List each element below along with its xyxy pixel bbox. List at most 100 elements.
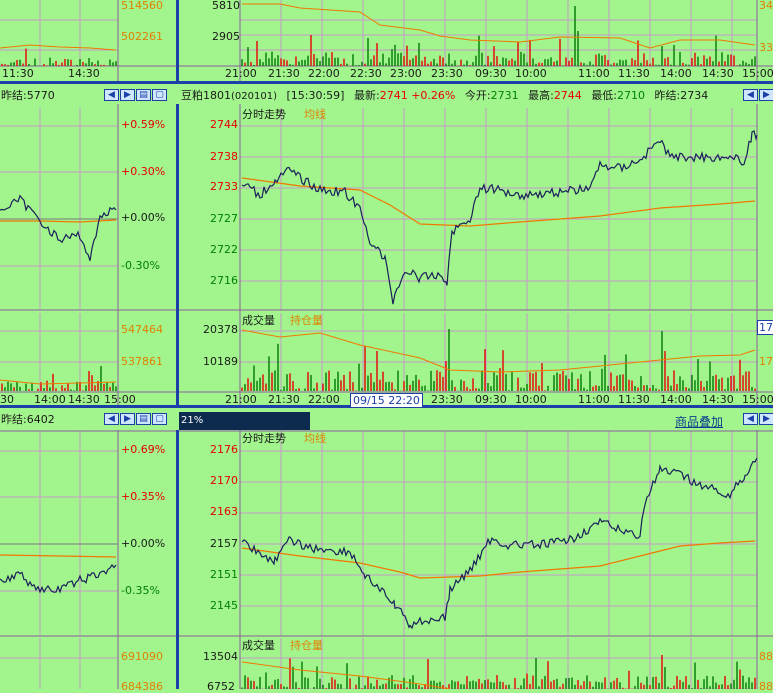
bl-avg-line: [0, 554, 117, 558]
mid-left-time-tick-0: 30: [0, 393, 14, 406]
bot-right-vol-label: 88: [759, 650, 773, 663]
bot-pct-tick-1: +0.35%: [121, 490, 166, 503]
mid-time-tick-2: 22:00: [308, 393, 340, 406]
low-value: 2710: [617, 89, 646, 102]
contract-code: (020101): [231, 91, 277, 102]
mid-time-tick-3: 23:30: [431, 393, 463, 406]
bot-price-tick-5: 2145: [210, 599, 238, 612]
bot-avg-line: [241, 540, 756, 579]
mid-right-vol-label: 17: [757, 320, 773, 335]
mid-avg-line: [241, 177, 756, 227]
bot-price-tick-0: 2176: [210, 443, 238, 456]
prev-settle-label: 昨结:: [654, 89, 681, 102]
bot-legend-trend: 分时走势: [242, 432, 286, 445]
mid-time-tick-5: 10:00: [515, 393, 547, 406]
mid-right-vol-label-2: 17: [759, 355, 773, 368]
top-time-tick-3: 22:30: [350, 67, 382, 80]
top-left-time-1: 11:30: [2, 67, 34, 80]
top-right-axis-2: 33: [759, 41, 773, 54]
top-time-tick-8: 11:00: [578, 67, 610, 80]
panel-icon[interactable]: ▤: [136, 413, 151, 425]
bot-left-toolbar: ◀ ▶ ▤ ▢: [104, 413, 167, 425]
mid-left-time-tick-1: 14:00: [34, 393, 66, 406]
left-arrow-icon[interactable]: ◀: [104, 413, 119, 425]
left-arrow-icon[interactable]: ◀: [104, 89, 119, 101]
bot-price-tick-1: 2170: [210, 474, 238, 487]
mid-legend-avg: 均线: [304, 108, 326, 121]
mid-price-tick-1: 2738: [210, 150, 238, 163]
mid-time-tick-8: 14:00: [660, 393, 692, 406]
top-right-axis: 34: [759, 0, 773, 12]
time-tooltip: 09/15 22:20: [350, 393, 423, 408]
mid-left-vol-low: 537861: [121, 355, 163, 368]
bot-vol-tick-high: 13504: [203, 650, 238, 663]
mid-pct-tick-2: +0.00%: [121, 211, 166, 224]
left-arrow-icon[interactable]: ◀: [743, 89, 758, 101]
right-arrow-icon[interactable]: ▶: [120, 413, 135, 425]
mid-pct-tick-1: +0.30%: [121, 165, 166, 178]
open-label: 今开:: [464, 89, 491, 102]
mid-left-vol-high: 547464: [121, 323, 163, 336]
right-arrow-icon[interactable]: ▶: [759, 89, 773, 101]
high-value: 2744: [553, 89, 582, 102]
top-main-vol-high: 5810: [212, 0, 240, 12]
right-arrow-icon[interactable]: ▶: [759, 413, 773, 425]
bot-main-toolbar: ◀ ▶: [743, 413, 773, 425]
bot-vol-legend: 成交量: [242, 639, 275, 652]
window-icon[interactable]: ▢: [152, 413, 167, 425]
bot-price-line: [241, 457, 758, 630]
window-icon[interactable]: ▢: [152, 89, 167, 101]
left-arrow-icon[interactable]: ◀: [743, 413, 758, 425]
tl-oi-line: [0, 44, 117, 51]
mid-time-tick-0: 21:00: [225, 393, 257, 406]
mid-header-band: [0, 84, 773, 104]
mid-price-line: [241, 130, 758, 305]
mid-time-tick-1: 21:30: [268, 393, 300, 406]
mid-time-tick-7: 11:30: [618, 393, 650, 406]
mid-time-tick-10: 15:00: [742, 393, 773, 406]
mid-left-toolbar: ◀ ▶ ▤ ▢: [104, 89, 167, 101]
bot-oi-line: [241, 661, 451, 689]
top-time-tick-6: 09:30: [475, 67, 507, 80]
ml-avg-line: [0, 219, 117, 223]
mid-price-tick-4: 2722: [210, 243, 238, 256]
top-left-time-2: 14:30: [68, 67, 100, 80]
row-divider-1: [0, 81, 773, 84]
mid-pct-tick-3: -0.30%: [121, 259, 160, 272]
top-time-tick-1: 21:30: [268, 67, 300, 80]
top-time-tick-9: 11:30: [618, 67, 650, 80]
mid-vol-tick-mid: 10189: [203, 355, 238, 368]
panel-icon[interactable]: ▤: [136, 89, 151, 101]
mid-vol-legend: 成交量: [242, 314, 275, 327]
right-arrow-icon[interactable]: ▶: [120, 89, 135, 101]
top-time-tick-2: 22:00: [308, 67, 340, 80]
top-time-tick-10: 14:00: [660, 67, 692, 80]
latest-change-pct: +0.26%: [411, 89, 456, 102]
mid-main-header: 豆粕1801(020101) [15:30:59] 最新:2741 +0.26%…: [181, 89, 708, 104]
top-left-axis-high: 514560: [121, 0, 163, 12]
bot-price-tick-3: 2157: [210, 537, 238, 550]
quote-time: [15:30:59]: [286, 89, 345, 102]
bot-right-vol-label-2: 88: [759, 680, 773, 693]
bot-left-prev-settle: 昨结:6402: [1, 413, 55, 426]
top-time-tick-11: 14:30: [702, 67, 734, 80]
mid-price-tick-5: 2716: [210, 274, 238, 287]
mid-legend-trend: 分时走势: [242, 108, 286, 121]
low-label: 最低:: [591, 89, 618, 102]
latest-label: 最新:: [353, 89, 380, 102]
mid-time-tick-6: 11:00: [578, 393, 610, 406]
bot-pct-tick-2: +0.00%: [121, 537, 166, 550]
mid-left-time-tick-3: 15:00: [104, 393, 136, 406]
contract-name: 豆粕1801: [181, 89, 231, 102]
top-time-tick-12: 15:00: [742, 67, 773, 80]
top-time-tick-7: 10:00: [515, 67, 547, 80]
bot-oi-legend: 持仓量: [290, 639, 323, 652]
commodity-overlay-link[interactable]: 商品叠加: [675, 415, 724, 429]
mid-price-tick-2: 2733: [210, 180, 238, 193]
prev-settle-value: 2734: [680, 89, 709, 102]
mid-time-tick-4: 09:30: [475, 393, 507, 406]
mid-price-tick-3: 2727: [210, 212, 238, 225]
high-label: 最高:: [528, 89, 554, 102]
mid-oi-legend: 持仓量: [290, 314, 323, 327]
